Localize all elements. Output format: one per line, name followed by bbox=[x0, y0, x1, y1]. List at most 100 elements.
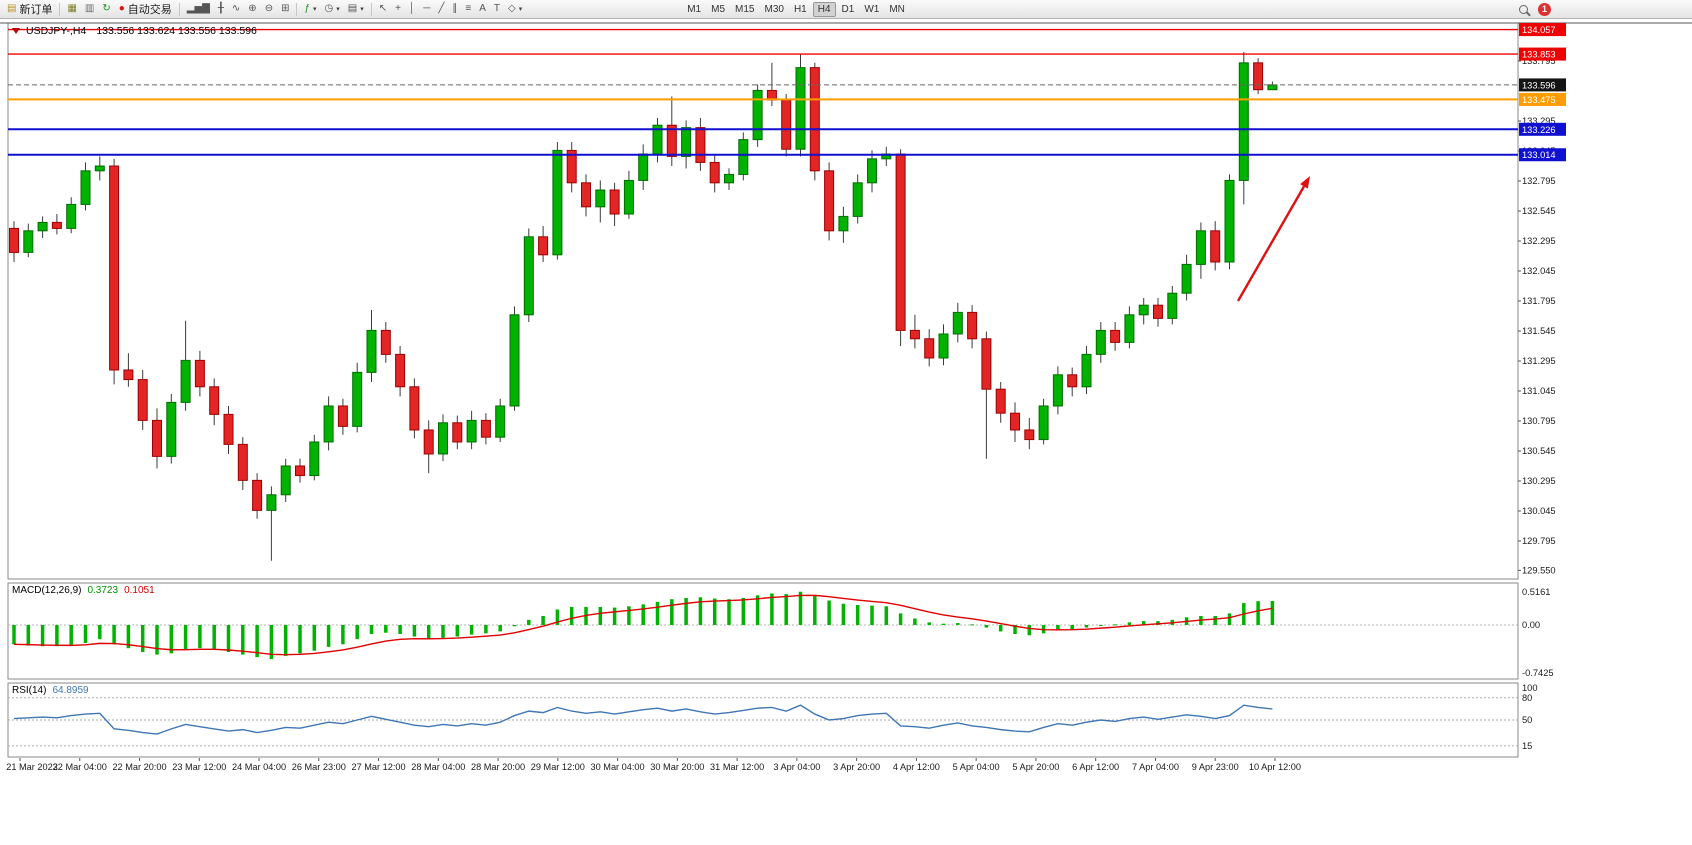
macd-bar bbox=[813, 595, 817, 625]
templates-button[interactable]: ▤ ▾ bbox=[344, 1, 368, 17]
candle bbox=[952, 311, 963, 335]
horizontal-line-button[interactable]: ─ bbox=[419, 1, 434, 17]
chart-area[interactable]: 133.795133.295133.045132.795132.545132.2… bbox=[0, 19, 1692, 845]
channel-button[interactable]: ∥ bbox=[448, 1, 461, 17]
time-label: 3 Apr 04:00 bbox=[773, 762, 820, 772]
price-tick-label: 130.795 bbox=[1522, 416, 1556, 426]
price-tick-label: 132.545 bbox=[1522, 206, 1556, 216]
zoom-in-icon: ⊕ bbox=[248, 3, 257, 14]
annotation-arrow-line[interactable] bbox=[1236, 185, 1306, 302]
macd-bar bbox=[241, 624, 245, 655]
timeframe-m15-button[interactable]: M15 bbox=[735, 3, 755, 15]
macd-bar bbox=[155, 624, 159, 655]
macd-bar bbox=[770, 593, 774, 625]
timeframe-mn-button[interactable]: MN bbox=[889, 3, 905, 15]
macd-bar bbox=[841, 603, 846, 625]
candle bbox=[423, 429, 434, 455]
candle bbox=[1138, 304, 1149, 316]
toolbar-separator bbox=[296, 2, 298, 16]
candle bbox=[738, 139, 749, 175]
crosshair-button[interactable]: + bbox=[391, 1, 405, 17]
trendline-button[interactable]: ╱ bbox=[434, 1, 448, 17]
candle bbox=[137, 379, 148, 421]
macd-bar bbox=[684, 597, 688, 625]
vertical-line-button[interactable]: │ bbox=[405, 1, 419, 17]
text-button[interactable]: A bbox=[475, 1, 490, 17]
macd-bar bbox=[898, 613, 903, 625]
shapes-button[interactable]: ◇ ▾ bbox=[504, 1, 526, 17]
price-chart[interactable]: 133.795133.295133.045132.795132.545132.2… bbox=[0, 19, 1692, 845]
macd-bar bbox=[727, 599, 731, 625]
time-label: 31 Mar 12:00 bbox=[710, 762, 764, 772]
bar-chart-button[interactable]: ▂▅▇ bbox=[183, 1, 214, 17]
cursor-button[interactable]: ↖ bbox=[375, 1, 391, 17]
candle bbox=[552, 149, 563, 256]
new-order-button[interactable]: ▤ 新订单 bbox=[3, 1, 56, 17]
candle bbox=[266, 494, 277, 511]
macd-bar bbox=[255, 624, 259, 658]
zoom-in-button[interactable]: ⊕ bbox=[244, 1, 260, 17]
macd-bar bbox=[269, 624, 274, 660]
macd-bar bbox=[970, 624, 974, 626]
rsi-scale-label: 100 bbox=[1522, 683, 1538, 693]
candle bbox=[1267, 84, 1278, 91]
candle bbox=[123, 369, 134, 381]
price-tick-label: 131.045 bbox=[1522, 386, 1556, 396]
macd-bar bbox=[541, 615, 545, 625]
rsi-scale-label: 15 bbox=[1522, 741, 1532, 751]
notification-badge[interactable]: 1 bbox=[1538, 2, 1551, 16]
time-label: 28 Mar 20:00 bbox=[471, 762, 525, 772]
auto-trading-button[interactable]: ● 自动交易 bbox=[115, 1, 176, 17]
macd-bar bbox=[798, 591, 803, 625]
price-tick-label: 130.295 bbox=[1522, 476, 1556, 486]
timeframe-m1-button[interactable]: M1 bbox=[687, 3, 702, 15]
macd-bar bbox=[1013, 624, 1017, 634]
timeframe-h4-button[interactable]: H4 bbox=[812, 1, 836, 17]
chart-window-icon: ▦ bbox=[67, 3, 77, 14]
indicators-button[interactable]: ƒ ▾ bbox=[300, 1, 320, 17]
candle bbox=[366, 329, 377, 373]
time-label: 3 Apr 20:00 bbox=[833, 762, 880, 772]
time-label: 21 Mar 2023 bbox=[6, 762, 58, 772]
line-chart-button[interactable]: ∿ bbox=[228, 1, 244, 17]
tile-windows-button[interactable]: ⊞ bbox=[277, 1, 293, 17]
text-label-button[interactable]: T bbox=[490, 1, 504, 17]
timeframe-m5-button[interactable]: M5 bbox=[711, 3, 726, 15]
candlestick-chart-button[interactable]: ╂ bbox=[214, 1, 228, 17]
price-tick-label: 131.795 bbox=[1522, 296, 1556, 306]
macd-label: MACD(12,26,9) 0.3723 0.1051 bbox=[12, 585, 155, 596]
timeframe-d1-button[interactable]: D1 bbox=[841, 3, 855, 15]
chart-window-button[interactable]: ▦ bbox=[63, 1, 80, 17]
macd-bar bbox=[1099, 624, 1103, 626]
timeframe-w1-button[interactable]: W1 bbox=[864, 3, 880, 15]
timeframe-m30-button[interactable]: M30 bbox=[764, 3, 784, 15]
profiles-icon: ▥ bbox=[84, 3, 95, 14]
profiles-button[interactable]: ▥ bbox=[81, 1, 98, 17]
time-label: 7 Apr 04:00 bbox=[1132, 762, 1179, 772]
macd-bar bbox=[298, 624, 302, 654]
fibonacci-button[interactable]: ≡ bbox=[461, 1, 475, 17]
macd-bar bbox=[1213, 615, 1217, 625]
candle bbox=[724, 173, 734, 184]
refresh-button[interactable]: ↻ bbox=[98, 1, 114, 17]
zoom-out-button[interactable]: ⊖ bbox=[261, 1, 277, 17]
candle bbox=[37, 221, 48, 232]
macd-scale-label: 0.5161 bbox=[1522, 587, 1550, 597]
periods-button[interactable]: ◷ ▾ bbox=[321, 1, 344, 17]
candle bbox=[852, 182, 863, 217]
macd-main-value: 0.3723 bbox=[87, 585, 119, 596]
chart-symbol-icon bbox=[12, 28, 20, 34]
price-level-box bbox=[1519, 122, 1566, 136]
timeframe-h1-button[interactable]: H1 bbox=[793, 3, 807, 15]
time-label: 23 Mar 12:00 bbox=[172, 762, 226, 772]
price-level-box bbox=[1519, 92, 1566, 106]
search-button[interactable] bbox=[1519, 4, 1528, 14]
candle bbox=[9, 227, 19, 253]
rsi-value: 64.8959 bbox=[52, 685, 89, 696]
time-label: 24 Mar 04:00 bbox=[232, 762, 286, 772]
macd-name: MACD(12,26,9) bbox=[12, 585, 82, 596]
macd-bar bbox=[26, 624, 31, 646]
candle bbox=[295, 465, 305, 477]
price-tick-label: 132.295 bbox=[1522, 236, 1556, 246]
crosshair-icon: + bbox=[395, 3, 401, 14]
